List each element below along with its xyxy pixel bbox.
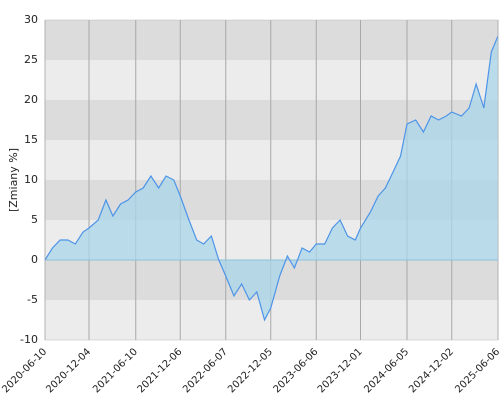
y-tick-label: 25 <box>24 53 38 66</box>
x-tick-label: 2022-12-05 <box>226 346 275 395</box>
y-tick-label: 30 <box>24 13 38 26</box>
y-tick-label: 20 <box>24 93 38 106</box>
x-tick-label: 2024-12-02 <box>407 346 456 395</box>
x-tick-label: 2024-06-05 <box>362 346 411 395</box>
plot-border <box>44 19 499 341</box>
background-band <box>45 20 498 60</box>
y-tick-label: 10 <box>24 173 38 186</box>
y-tick-label: 0 <box>31 253 38 266</box>
data-line <box>44 35 499 322</box>
y-axis-label: [Zmiany %] <box>7 148 20 212</box>
area-fill <box>45 36 498 320</box>
y-tick-label: -10 <box>20 333 38 346</box>
y-tick-label: 5 <box>31 213 38 226</box>
y-tick-label: 15 <box>24 133 38 146</box>
x-tick-label: 2020-12-04 <box>44 346 93 395</box>
x-tick-label: 2021-12-06 <box>136 346 185 395</box>
x-tick-label: 2025-06-06 <box>453 346 500 395</box>
x-tick-label: 2022-06-07 <box>181 346 230 395</box>
background-band <box>45 60 498 100</box>
y-tick-label: -5 <box>27 293 38 306</box>
x-tick-label: 2020-06-10 <box>0 346 49 395</box>
x-tick-label: 2023-12-01 <box>316 346 365 395</box>
x-tick-label: 2021-06-10 <box>91 346 140 395</box>
x-tick-label: 2023-06-06 <box>272 346 321 395</box>
